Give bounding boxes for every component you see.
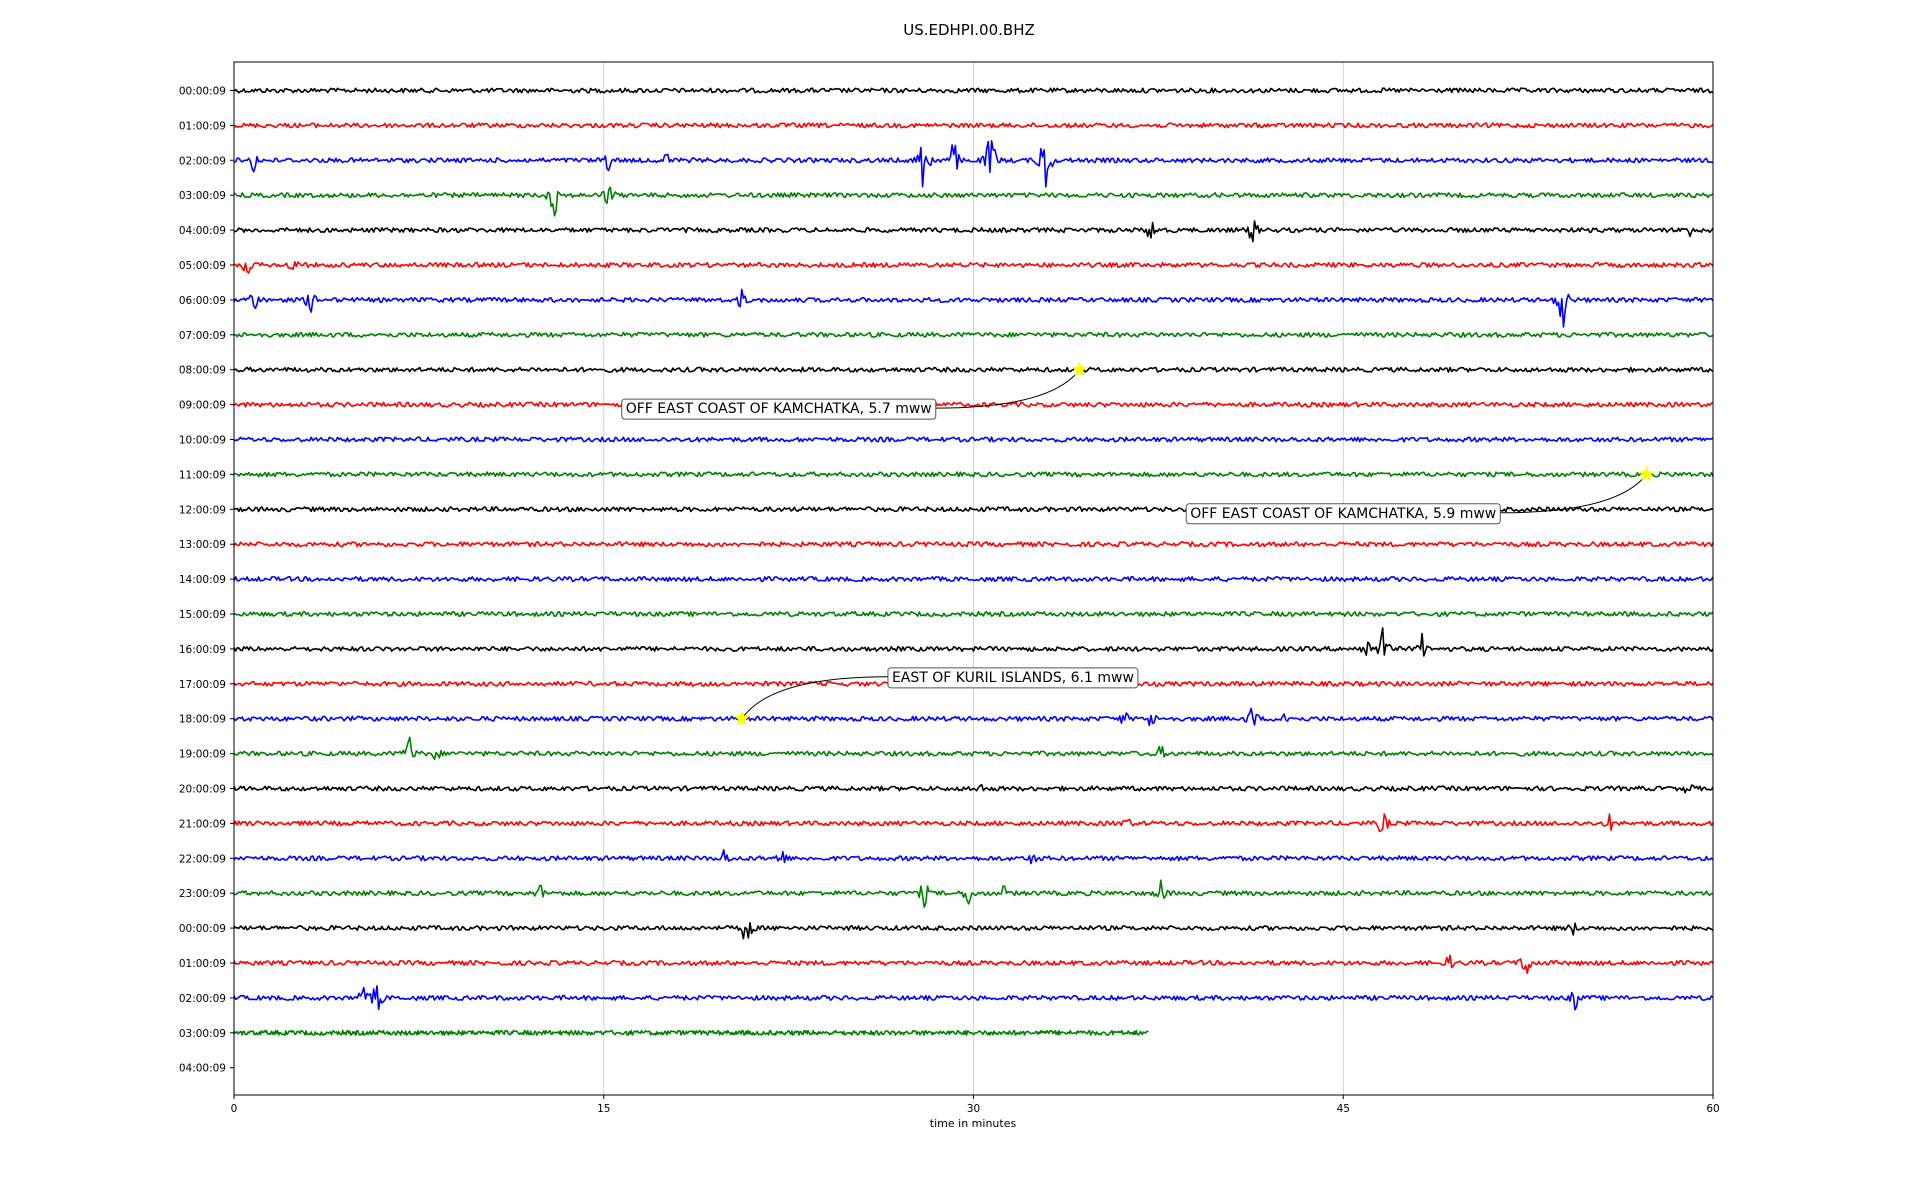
y-tick-label: 12:00:09	[179, 504, 226, 516]
y-tick-label: 18:00:09	[179, 714, 226, 726]
y-tick-label: 04:00:09	[179, 225, 226, 237]
trace-line	[233, 879, 1714, 908]
x-axis-ticks: 0 15 30 45 60	[231, 1095, 1720, 1115]
annotation-leader	[935, 369, 1080, 409]
trace-line	[233, 610, 1714, 618]
y-tick-label: 21:00:09	[179, 818, 226, 830]
x-tick-label: 30	[967, 1103, 980, 1115]
trace-line	[233, 541, 1714, 548]
y-tick-label: 01:00:09	[179, 958, 226, 970]
y-tick-label: 01:00:09	[179, 120, 226, 132]
trace-line	[233, 186, 1714, 217]
event-star-marker	[1071, 361, 1088, 377]
y-tick-label: 15:00:09	[179, 609, 226, 621]
trace-line	[233, 1029, 1149, 1036]
trace-line	[233, 436, 1714, 443]
trace-line	[233, 122, 1714, 129]
trace-line	[233, 261, 1714, 274]
annotation-label: EAST OF KURIL ISLANDS, 6.1 mww	[892, 670, 1134, 686]
y-tick-label: 03:00:09	[179, 1028, 226, 1040]
trace-line	[233, 783, 1714, 794]
trace-line	[233, 140, 1714, 188]
y-tick-label: 06:00:09	[179, 295, 226, 307]
y-tick-label: 11:00:09	[179, 469, 226, 481]
trace-line	[233, 220, 1714, 243]
y-tick-label: 02:00:09	[179, 155, 226, 167]
y-tick-label: 14:00:09	[179, 574, 226, 586]
y-tick-label: 19:00:09	[179, 749, 226, 761]
y-tick-label: 08:00:09	[179, 365, 226, 377]
y-tick-label: 00:00:09	[179, 923, 226, 935]
trace-line	[233, 627, 1714, 657]
y-tick-label: 16:00:09	[179, 644, 226, 656]
x-tick-label: 0	[231, 1103, 238, 1115]
annotation-label: OFF EAST COAST OF KAMCHATKA, 5.9 mww	[1190, 506, 1496, 522]
y-axis-ticks: 00:00:09 01:00:09 02:00:09 03:00:09 04:00:09…	[179, 86, 234, 1075]
y-tick-label: 00:00:09	[179, 86, 226, 98]
trace-line	[233, 471, 1714, 478]
y-tick-label: 09:00:09	[179, 400, 226, 412]
trace-line	[233, 366, 1714, 373]
y-tick-label: 02:00:09	[179, 993, 226, 1005]
trace-line	[233, 288, 1714, 328]
y-tick-label: 20:00:09	[179, 784, 226, 796]
trace-line	[233, 736, 1714, 761]
trace-line	[233, 849, 1714, 865]
trace-line	[233, 985, 1714, 1011]
trace-line	[233, 576, 1714, 583]
y-tick-label: 05:00:09	[179, 260, 226, 272]
event-star-marker	[733, 710, 751, 726]
x-tick-label: 60	[1706, 1103, 1719, 1115]
annotation-leader	[1500, 474, 1647, 514]
trace-line	[233, 87, 1714, 94]
chart-title: US.EDHPI.00.BHZ	[903, 21, 1035, 39]
y-tick-label: 17:00:09	[179, 679, 226, 691]
y-tick-label: 13:00:09	[179, 539, 226, 551]
y-tick-label: 22:00:09	[179, 853, 226, 865]
y-tick-label: 03:00:09	[179, 190, 226, 202]
y-tick-label: 10:00:09	[179, 435, 226, 447]
annotation-box	[887, 667, 1139, 689]
y-tick-label: 07:00:09	[179, 330, 226, 342]
annotation-box	[621, 398, 937, 420]
annotation-leader	[741, 676, 888, 719]
x-tick-label: 45	[1337, 1103, 1350, 1115]
annotation-box	[1185, 503, 1501, 525]
y-tick-label: 04:00:09	[179, 1063, 226, 1075]
y-tick-label: 23:00:09	[179, 888, 226, 900]
trace-line	[233, 331, 1714, 338]
annotations: OFF EAST COAST OF KAMCHATKA, 5.7 mww OFF …	[621, 361, 1655, 726]
annotation-label: OFF EAST COAST OF KAMCHATKA, 5.7 mww	[626, 401, 932, 417]
x-tick-label: 15	[597, 1103, 610, 1115]
event-star-marker	[1638, 465, 1655, 482]
trace-line	[233, 922, 1714, 940]
trace-line	[233, 813, 1714, 832]
trace-line	[233, 954, 1714, 975]
x-axis-label: time in minutes	[930, 1117, 1017, 1130]
trace-line	[233, 707, 1714, 727]
